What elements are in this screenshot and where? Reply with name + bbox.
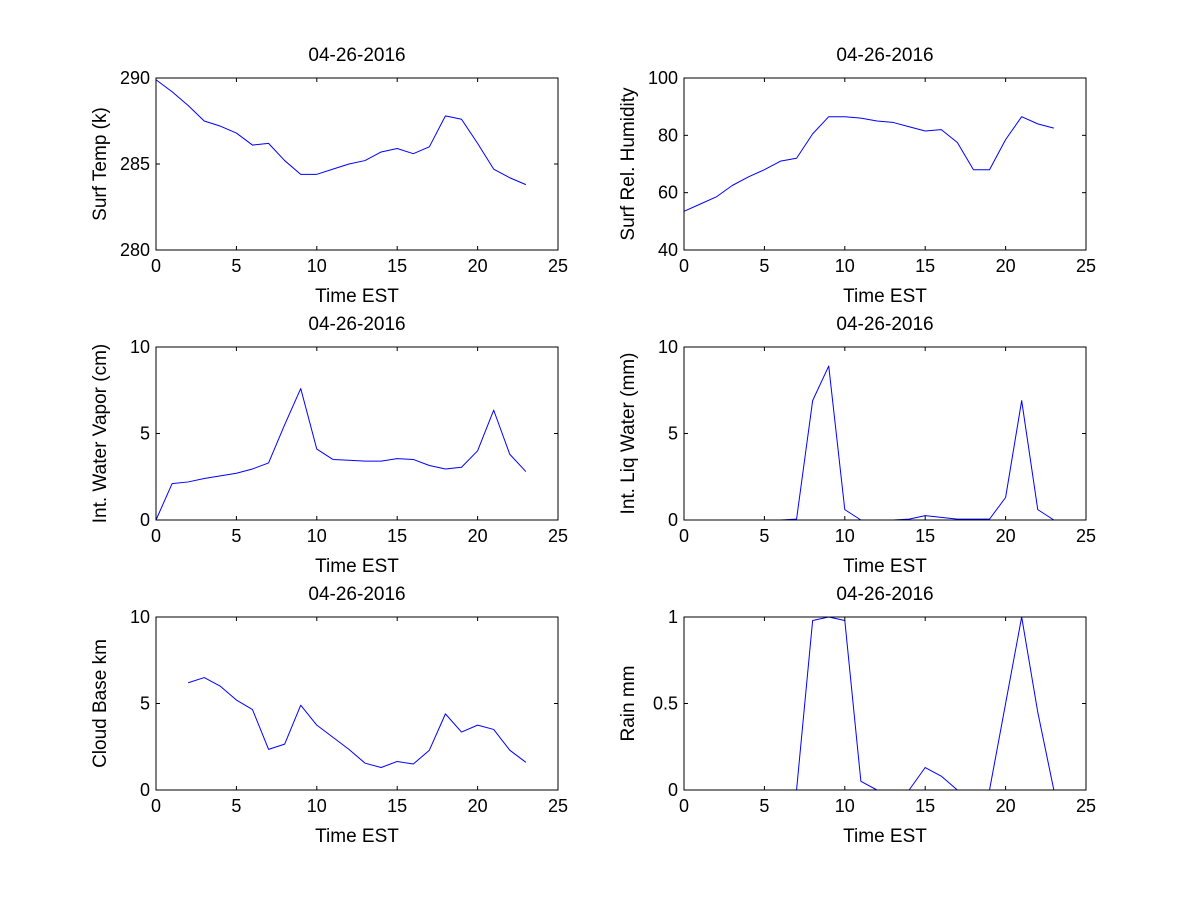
x-tick-label: 0	[151, 796, 161, 816]
x-tick-label: 0	[151, 256, 161, 276]
y-tick-label: 10	[658, 337, 678, 357]
x-tick-label: 10	[835, 256, 855, 276]
x-tick-label: 15	[387, 796, 407, 816]
y-tick-label: 285	[120, 154, 150, 174]
x-tick-label: 0	[679, 256, 689, 276]
y-tick-label: 5	[140, 424, 150, 444]
y-tick-label: 0	[140, 780, 150, 800]
x-axis-label: Time EST	[843, 826, 927, 847]
y-axis-label: Int. Liq Water (mm)	[618, 353, 639, 515]
x-tick-label: 5	[759, 796, 769, 816]
y-tick-label: 40	[658, 240, 678, 260]
chart-panel-4: 0 5 10 15 20 25 0 5 10 04-26-2016 Time EST Int. Liq…	[618, 314, 1096, 577]
x-tick-label: 5	[231, 796, 241, 816]
series-line-3-1	[155, 388, 527, 521]
x-tick-label: 10	[307, 256, 327, 276]
x-tick-label: 15	[387, 526, 407, 546]
series-line-2-1	[683, 116, 1054, 212]
x-tick-label: 0	[679, 526, 689, 546]
x-tick-label: 25	[1076, 796, 1096, 816]
x-tick-label: 15	[915, 796, 935, 816]
chart-panel-3: 0 5 10 15 20 25 0 5 10 04-26-2016 Time EST Int. Wat…	[90, 314, 568, 577]
y-axis-label: Cloud Base km	[90, 639, 111, 768]
x-tick-label: 5	[231, 526, 241, 546]
x-tick-label: 0	[151, 526, 161, 546]
x-tick-label: 20	[996, 256, 1016, 276]
axes-box	[683, 77, 1087, 251]
y-tick-label: 10	[130, 337, 150, 357]
x-tick-label: 10	[835, 526, 855, 546]
x-axis-label: Time EST	[315, 286, 399, 307]
x-tick-label: 10	[307, 526, 327, 546]
y-tick-label: 0	[668, 510, 678, 530]
y-tick-label: 5	[668, 424, 678, 444]
x-axis-label: Time EST	[843, 286, 927, 307]
y-tick-label: 80	[658, 125, 678, 145]
y-tick-label: 0.5	[653, 694, 678, 714]
x-tick-label: 5	[231, 256, 241, 276]
y-axis-label: Rain mm	[618, 665, 639, 741]
x-tick-label: 20	[468, 256, 488, 276]
x-tick-label: 20	[468, 526, 488, 546]
chart-title: 04-26-2016	[308, 45, 405, 66]
chart-title: 04-26-2016	[308, 314, 405, 335]
y-tick-label: 100	[648, 68, 678, 88]
x-tick-label: 15	[915, 256, 935, 276]
x-tick-label: 25	[548, 526, 568, 546]
x-tick-label: 10	[835, 796, 855, 816]
series-line-1-1	[155, 79, 527, 186]
y-tick-label: 5	[140, 694, 150, 714]
x-tick-label: 15	[387, 256, 407, 276]
x-tick-label: 20	[996, 526, 1016, 546]
y-tick-label: 10	[130, 607, 150, 627]
x-tick-label: 0	[679, 796, 689, 816]
chart-panel-5: 0 5 10 15 20 25 0 5 10 04-26-2016 Time EST Cloud Ba…	[90, 584, 568, 847]
y-axis-label: Surf Rel. Humidity	[618, 87, 639, 241]
chart-panel-2: 0 5 10 15 20 25 40 60 80 100 04-26-2016 Time EST Sur…	[618, 45, 1096, 307]
x-tick-label: 5	[759, 526, 769, 546]
x-axis-label: Time EST	[315, 556, 399, 577]
chart-panel-6: 0 5 10 15 20 25 0 0.5 1 04-26-2016 Time EST Rain mm	[618, 584, 1096, 847]
y-tick-label: 1	[668, 607, 678, 627]
x-axis-label: Time EST	[843, 556, 927, 577]
y-axis-label: Int. Water Vapor (cm)	[90, 344, 111, 523]
x-tick-label: 25	[548, 796, 568, 816]
x-tick-label: 25	[1076, 256, 1096, 276]
chart-title: 04-26-2016	[836, 314, 933, 335]
y-tick-label: 60	[658, 183, 678, 203]
y-axis-label: Surf Temp (k)	[90, 107, 111, 221]
x-tick-label: 5	[759, 256, 769, 276]
series-line-5-1	[188, 677, 527, 769]
x-tick-label: 25	[548, 256, 568, 276]
chart-title: 04-26-2016	[836, 45, 933, 66]
y-tick-label: 0	[140, 510, 150, 530]
y-tick-label: 290	[120, 68, 150, 88]
x-tick-label: 20	[468, 796, 488, 816]
y-tick-label: 0	[668, 780, 678, 800]
y-tick-label: 280	[120, 240, 150, 260]
x-tick-label: 15	[915, 526, 935, 546]
x-tick-label: 25	[1076, 526, 1096, 546]
x-tick-label: 10	[307, 796, 327, 816]
chart-title: 04-26-2016	[836, 584, 933, 605]
chart-panel-1: 0 5 10 15 20 25 280 285 290 04-26-2016 Time EST Sur…	[90, 45, 568, 307]
x-tick-label: 20	[996, 796, 1016, 816]
x-axis-label: Time EST	[315, 826, 399, 847]
chart-title: 04-26-2016	[308, 584, 405, 605]
